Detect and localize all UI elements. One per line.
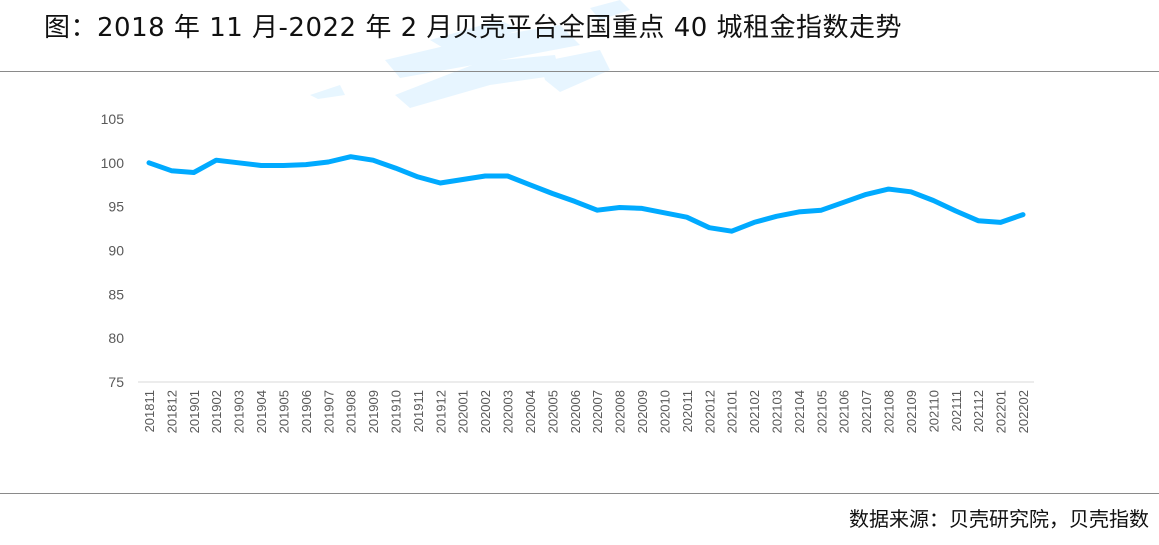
- x-tick-label: 202003: [501, 390, 516, 433]
- x-tick-label: 202006: [568, 390, 583, 433]
- x-tick-label: 202106: [837, 390, 852, 433]
- x-tick-label: 202011: [680, 390, 695, 432]
- x-tick-label: 202112: [971, 390, 986, 432]
- y-tick-label: 105: [101, 111, 125, 127]
- x-tick-label: 202111: [949, 390, 964, 431]
- x-tick-label: 201811: [142, 390, 157, 432]
- x-tick-label: 202108: [882, 390, 897, 433]
- y-tick-label: 90: [108, 243, 124, 259]
- chart-title: 图：2018 年 11 月-2022 年 2 月贝壳平台全国重点 40 城租金指…: [44, 13, 903, 43]
- x-tick-label: 202202: [1016, 390, 1031, 433]
- y-tick-label: 100: [101, 155, 125, 171]
- x-tick-label: 202005: [545, 390, 560, 433]
- x-tick-label: 201910: [389, 390, 404, 433]
- x-tick-label: 202009: [635, 390, 650, 433]
- x-axis: 201811 201812 201901 201902 201903 201904 2019…: [142, 390, 1031, 433]
- x-tick-label: 201912: [433, 390, 448, 433]
- x-tick-label: 202110: [926, 390, 941, 432]
- x-tick-label: 201909: [366, 390, 381, 433]
- x-tick-label: 202002: [478, 390, 493, 433]
- y-tick-label: 80: [108, 330, 124, 346]
- x-tick-label: 202109: [904, 390, 919, 433]
- x-tick-label: 202201: [994, 390, 1009, 433]
- line-chart: 75 80 85 90 95 100 105 201811 201812 201901 20190…: [101, 111, 1034, 433]
- x-tick-label: 201906: [299, 390, 314, 433]
- x-tick-label: 201904: [254, 390, 269, 433]
- x-tick-label: 201905: [276, 390, 291, 433]
- y-axis: 75 80 85 90 95 100 105: [101, 111, 125, 390]
- x-tick-label: 202102: [747, 390, 762, 433]
- y-tick-label: 75: [108, 374, 124, 390]
- x-tick-label: 202012: [702, 390, 717, 433]
- x-tick-label: 201903: [232, 390, 247, 433]
- x-tick-label: 202001: [456, 390, 471, 433]
- top-divider: [0, 71, 1159, 72]
- x-tick-label: 202007: [590, 390, 605, 433]
- x-tick-label: 201902: [209, 390, 224, 433]
- rent-index-line: [146, 154, 1026, 234]
- x-tick-label: 202101: [725, 390, 740, 433]
- x-tick-label: 202103: [769, 390, 784, 433]
- x-tick-label: 201901: [187, 390, 202, 433]
- x-tick-label: 201907: [321, 390, 336, 433]
- x-tick-label: 202107: [859, 390, 874, 433]
- bottom-divider: [0, 493, 1159, 494]
- x-tick-label: 201911: [411, 390, 426, 432]
- x-tick-label: 202010: [657, 390, 672, 433]
- x-tick-label: 201812: [164, 390, 179, 433]
- data-source-note: 数据来源：贝壳研究院，贝壳指数: [849, 507, 1149, 531]
- y-tick-label: 95: [108, 199, 124, 215]
- x-tick-label: 202104: [792, 390, 807, 433]
- x-tick-label: 202008: [613, 390, 628, 433]
- x-tick-label: 202105: [814, 390, 829, 433]
- x-tick-label: 202004: [523, 390, 538, 433]
- y-tick-label: 85: [108, 286, 124, 302]
- x-tick-label: 201908: [344, 390, 359, 433]
